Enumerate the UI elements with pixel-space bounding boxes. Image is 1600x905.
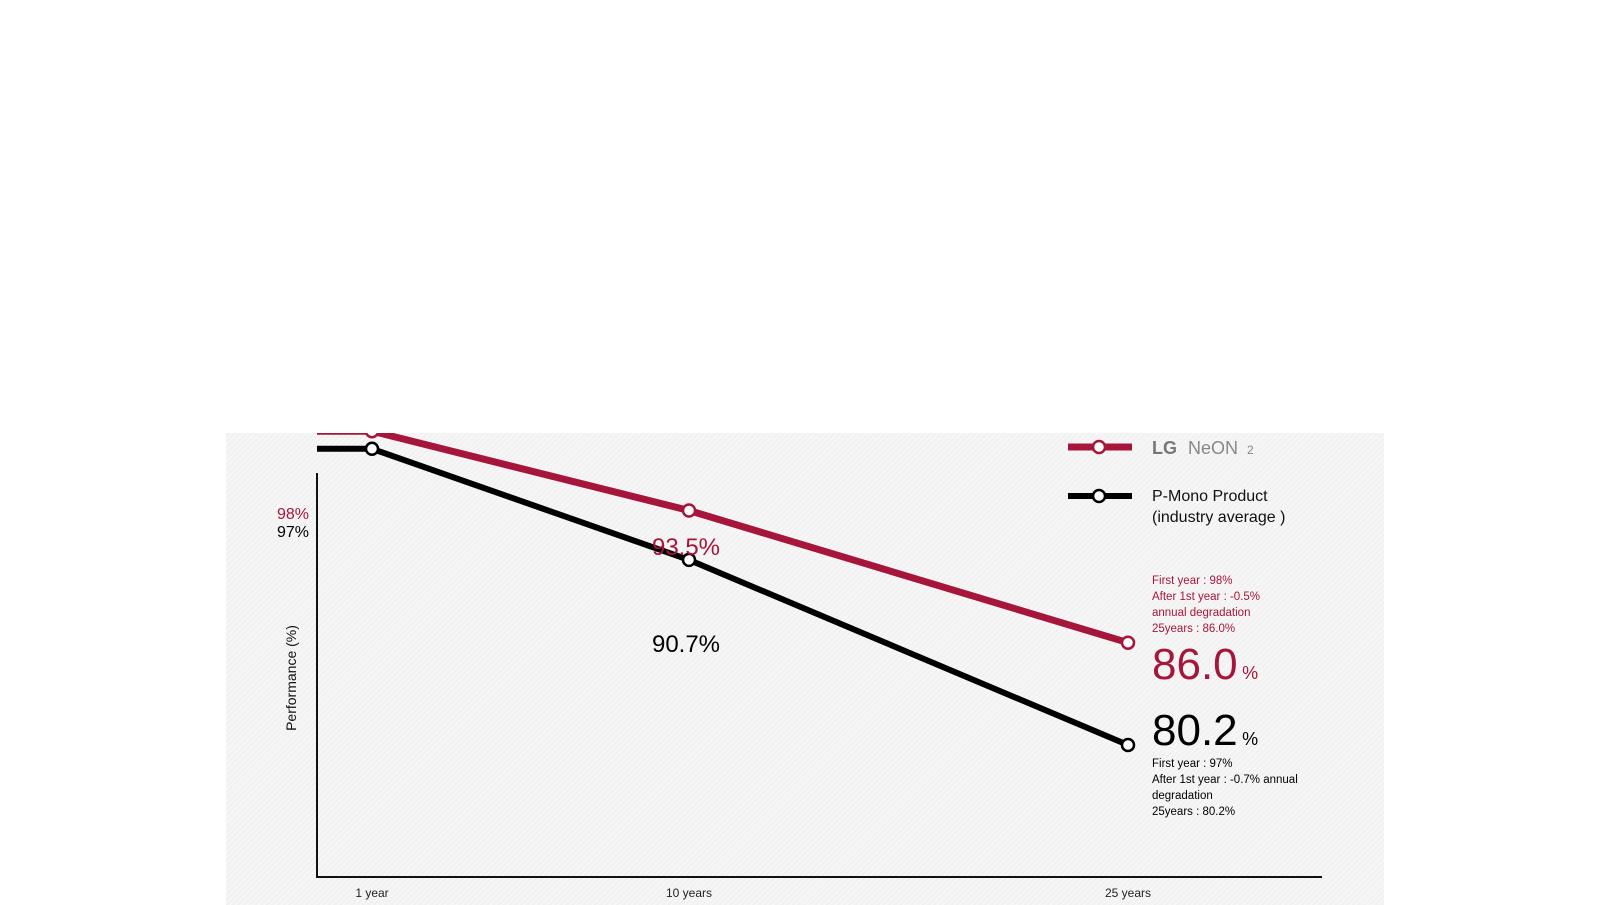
end-value-pmono-number: 80.2 (1152, 706, 1238, 755)
legend-item-pmono: P-Mono Product (industry average ) (1068, 488, 1285, 526)
x-tick-label: 1 year (355, 886, 388, 900)
note-line: First year : 98% (1152, 575, 1233, 587)
note-line: First year : 97% (1152, 758, 1233, 770)
data-point-pmono (364, 441, 380, 457)
data-point-lg (681, 503, 697, 518)
start-label-lg: 98% (277, 506, 309, 523)
legend-marker-lg (1091, 439, 1107, 455)
note-line: degradation (1152, 790, 1213, 802)
notes-pmono: First year : 97% After 1st year : -0.7% … (1152, 758, 1298, 818)
mid-label-lg: 93.5% (652, 534, 720, 561)
x-tick-label: 10 years (666, 886, 712, 900)
start-label-pmono: 97% (277, 524, 309, 541)
series-line-pmono (317, 445, 1130, 748)
data-point-lg (1120, 635, 1136, 650)
data-point-pmono (681, 552, 697, 568)
logo-superscript: 2 (1247, 443, 1254, 457)
legend-marker-pmono (1091, 488, 1107, 504)
end-value-lg-number: 86.0 (1152, 640, 1238, 689)
y-axis-title: Performance (%) (283, 625, 299, 731)
data-point-pmono (1120, 737, 1136, 753)
data-point-lg (364, 433, 380, 439)
chart-panel: Performance (%) 1 year 10 years 25 years… (226, 433, 1384, 905)
note-line: annual degradation (1152, 607, 1250, 619)
notes-lg: First year : 98% After 1st year : -0.5% … (1152, 575, 1260, 635)
lg-neon-logo: LG NeON 2 (1152, 438, 1254, 458)
x-tick-label: 25 years (1105, 886, 1151, 900)
note-line: 25years : 86.0% (1152, 623, 1235, 635)
performance-line-chart: Performance (%) 1 year 10 years 25 years… (277, 433, 1322, 900)
legend-item-lg: LG NeON 2 (1068, 438, 1254, 458)
end-value-pmono-unit: % (1242, 729, 1258, 749)
legend-label-pmono: P-Mono Product (1152, 488, 1268, 505)
series-line-lg (317, 433, 1130, 647)
note-line: 25years : 80.2% (1152, 806, 1235, 818)
legend-label-pmono-line2: (industry average ) (1152, 509, 1285, 526)
end-value-pmono: 80.2 % (1152, 706, 1258, 755)
note-line: After 1st year : -0.7% annual (1152, 774, 1298, 786)
logo-product: NeON (1188, 438, 1238, 458)
end-value-lg-unit: % (1242, 663, 1258, 683)
logo-brand: LG (1152, 438, 1177, 458)
end-value-lg: 86.0 % (1152, 640, 1258, 689)
note-line: After 1st year : -0.5% (1152, 591, 1260, 603)
mid-label-pmono: 90.7% (652, 631, 720, 658)
